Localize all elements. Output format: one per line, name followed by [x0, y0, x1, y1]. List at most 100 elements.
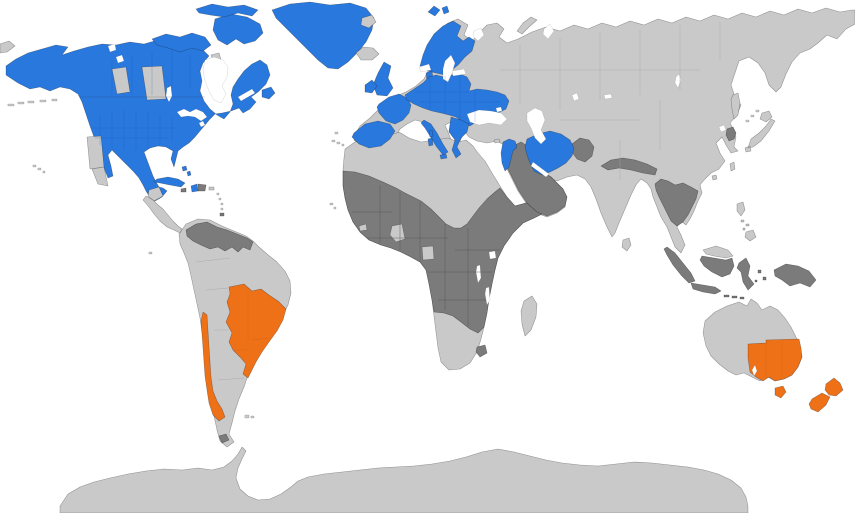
africa-country-borders — [352, 185, 500, 326]
region-taiwan — [729, 161, 736, 172]
region-cape-verde — [329, 202, 337, 210]
region-lesser-sunda-islands — [723, 294, 745, 300]
region-arctic-islands-west — [151, 32, 212, 53]
region-north-america — [5, 39, 271, 202]
region-bahamas — [181, 165, 192, 177]
region-north-korea — [725, 126, 737, 142]
caspian-sea — [526, 107, 547, 145]
region-ireland — [364, 79, 378, 94]
region-balkans-greece — [448, 116, 470, 159]
black-sea — [466, 109, 508, 126]
aral-sea — [571, 92, 580, 102]
gulf-of-st-lawrence — [237, 88, 256, 102]
white-sea — [472, 27, 485, 42]
region-madagascar — [520, 295, 538, 337]
region-southwest-us-patch — [86, 135, 105, 170]
region-canary-islands — [331, 139, 345, 147]
region-mainland-southeast-asia — [654, 178, 699, 227]
hudson-bay — [202, 56, 229, 104]
region-puerto-rico — [208, 186, 215, 191]
region-falkland-islands — [244, 414, 255, 419]
region-tierra-del-fuego — [218, 433, 230, 444]
region-corsica — [428, 129, 434, 138]
region-saskatchewan-patch — [141, 65, 167, 101]
region-haiti — [190, 183, 199, 193]
region-cuba — [153, 176, 186, 188]
lake-balkhash — [603, 93, 613, 100]
region-hawaii — [32, 164, 46, 174]
gulf-of-finland — [451, 68, 467, 77]
baltic-sea — [442, 54, 456, 83]
region-svalbard — [427, 5, 450, 17]
great-bear-lake — [107, 43, 117, 53]
region-new-zealand-north-island — [824, 377, 844, 397]
region-himalayas — [600, 157, 658, 176]
region-novaya-zemlya — [516, 16, 538, 35]
bohai-gulf — [718, 124, 727, 133]
spencer-gulf — [751, 364, 758, 377]
region-sonora-patch — [91, 166, 109, 187]
region-kalimantan — [699, 255, 735, 278]
lake-baikal — [674, 73, 682, 89]
region-antarctica — [59, 446, 749, 513]
persian-gulf — [530, 161, 550, 178]
region-aleutian-islands — [7, 98, 58, 107]
light-gray-regions — [0, 14, 776, 419]
region-france — [376, 93, 412, 125]
region-new-zealand-south-island — [808, 392, 831, 413]
south-america-borders — [195, 257, 245, 381]
region-afghanistan — [571, 137, 595, 163]
region-sakhalin — [730, 92, 741, 120]
region-java — [690, 282, 722, 295]
region-united-kingdom — [372, 61, 394, 97]
region-gabon-patch — [421, 245, 435, 261]
region-borneo-malaysia-strip — [702, 245, 734, 259]
great-lakes — [176, 108, 208, 128]
sea-of-azov — [495, 106, 503, 113]
region-chukotka-tip — [0, 40, 16, 54]
region-hainan — [711, 174, 718, 181]
region-cyprus — [493, 138, 501, 144]
europe-country-borders — [415, 76, 500, 122]
admin-borders — [80, 22, 783, 381]
region-venezuela-guianas — [185, 221, 254, 253]
region-dominican-republic — [197, 183, 207, 192]
region-sumatra — [663, 246, 696, 284]
region-yucatan-patch — [147, 186, 164, 202]
orange-regions — [200, 283, 844, 422]
lake-winnipeg — [165, 85, 173, 103]
region-chile — [200, 311, 226, 422]
region-maluku-islands — [754, 269, 767, 283]
lake-victoria — [488, 250, 497, 260]
region-australia-southeast — [747, 338, 803, 382]
region-tasmania — [774, 385, 787, 399]
region-levant — [500, 138, 518, 172]
region-sardinia — [427, 137, 434, 147]
region-sicily — [439, 153, 448, 160]
lake-tanganyika — [475, 264, 482, 284]
region-new-guinea — [773, 263, 817, 288]
region-iran — [524, 130, 575, 176]
region-trinidad — [219, 212, 225, 217]
brazil-state-borders — [234, 292, 783, 378]
region-japan — [744, 110, 776, 153]
region-kuril-islands — [745, 109, 760, 123]
lakes-and-seas — [107, 23, 758, 377]
region-galapagos — [148, 251, 153, 255]
us-canada-state-lines — [92, 50, 191, 150]
asia-admin-borders — [500, 22, 721, 180]
region-eswatini — [475, 344, 488, 358]
region-jamaica — [180, 187, 187, 193]
region-newfoundland — [261, 86, 276, 100]
region-baffin-island — [212, 13, 264, 46]
gulf-of-ob — [542, 23, 555, 40]
region-iberia — [351, 120, 396, 149]
region-madeira — [334, 131, 339, 135]
region-central-america — [142, 195, 183, 234]
region-ghana-patch — [389, 223, 406, 243]
blue-regions — [151, 3, 575, 193]
region-philippines — [736, 201, 757, 242]
dark-gray-regions — [180, 126, 817, 444]
region-lesser-antilles — [216, 192, 224, 211]
